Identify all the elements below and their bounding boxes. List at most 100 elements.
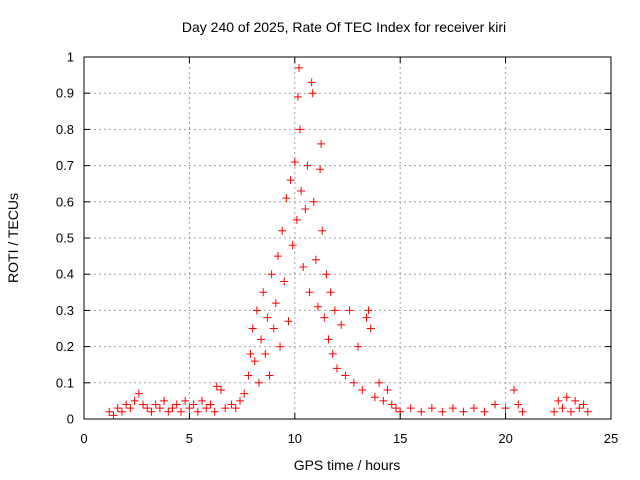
data-point — [290, 157, 299, 166]
data-point — [358, 386, 367, 395]
data-point — [261, 349, 270, 358]
x-axis-label: GPS time / hours — [294, 457, 401, 473]
x-tick-label: 5 — [186, 431, 193, 446]
data-point — [235, 396, 244, 405]
data-point — [221, 404, 230, 413]
data-point — [469, 404, 478, 413]
data-point — [391, 404, 400, 413]
data-point — [246, 349, 255, 358]
y-tick-label: 0.9 — [56, 86, 74, 101]
data-point — [322, 270, 331, 279]
data-point — [579, 400, 588, 409]
data-point — [575, 404, 584, 413]
data-point — [313, 302, 322, 311]
data-point — [265, 371, 274, 380]
data-point — [345, 306, 354, 315]
data-point — [109, 411, 118, 420]
data-point — [259, 288, 268, 297]
data-point — [354, 342, 363, 351]
data-point — [252, 306, 261, 315]
data-point — [139, 400, 148, 409]
data-point — [379, 396, 388, 405]
data-point — [282, 194, 291, 203]
data-point — [273, 252, 282, 261]
data-point — [318, 226, 327, 235]
data-point — [366, 324, 375, 333]
data-point — [134, 389, 143, 398]
data-point — [387, 400, 396, 409]
data-point — [117, 407, 126, 416]
data-point — [362, 313, 371, 322]
y-tick-label: 0.7 — [56, 158, 74, 173]
data-point — [562, 393, 571, 402]
axis-ticks — [83, 56, 612, 420]
data-point — [143, 404, 152, 413]
data-point — [332, 364, 341, 373]
data-point — [550, 407, 559, 416]
data-point — [364, 306, 373, 315]
data-point — [307, 78, 316, 87]
data-point — [406, 404, 415, 413]
data-point — [248, 324, 257, 333]
data-point — [147, 407, 156, 416]
data-point — [295, 63, 304, 72]
data-point — [326, 288, 335, 297]
data-point — [480, 407, 489, 416]
data-point — [320, 313, 329, 322]
data-point — [202, 404, 211, 413]
data-point — [105, 407, 114, 416]
x-tick-label: 25 — [604, 431, 618, 446]
y-axis-label: ROTI / TECUs — [5, 193, 21, 283]
data-point — [299, 262, 308, 271]
data-point — [305, 288, 314, 297]
data-point — [417, 407, 426, 416]
plot-frame — [83, 56, 612, 420]
data-point — [126, 404, 135, 413]
data-point — [164, 407, 173, 416]
data-point — [459, 407, 468, 416]
data-point — [244, 371, 253, 380]
data-point — [383, 386, 392, 395]
data-point — [370, 393, 379, 402]
data-point — [217, 386, 226, 395]
data-point — [571, 396, 580, 405]
data-point — [330, 306, 339, 315]
data-point — [155, 404, 164, 413]
data-point — [303, 161, 312, 170]
data-point — [341, 371, 350, 380]
y-tick-label: 0.5 — [56, 231, 74, 246]
data-point — [427, 404, 436, 413]
data-point — [240, 389, 249, 398]
data-point — [271, 299, 280, 308]
data-point — [292, 215, 301, 224]
data-point — [288, 241, 297, 250]
data-point — [168, 404, 177, 413]
data-point — [558, 404, 567, 413]
data-point — [301, 205, 310, 214]
data-point — [311, 255, 320, 264]
y-tick-label: 0.4 — [56, 267, 74, 282]
data-point — [122, 400, 131, 409]
data-point — [316, 165, 325, 174]
data-point — [231, 404, 240, 413]
data-point — [267, 270, 276, 279]
data-point — [308, 89, 317, 98]
data-point — [212, 382, 221, 391]
data-point — [280, 277, 289, 286]
chart-title: Day 240 of 2025, Rate Of TEC Index for r… — [182, 19, 506, 35]
data-point — [375, 378, 384, 387]
data-point — [176, 407, 185, 416]
data-point — [317, 139, 326, 148]
data-point — [254, 378, 263, 387]
data-point — [554, 396, 563, 405]
data-point — [151, 400, 160, 409]
y-tick-label: 0.3 — [56, 303, 74, 318]
data-point — [278, 226, 287, 235]
x-tick-label: 0 — [80, 431, 87, 446]
x-tick-label: 20 — [498, 431, 512, 446]
x-tick-label: 10 — [288, 431, 302, 446]
y-tick-label: 1 — [67, 50, 74, 65]
data-point — [510, 386, 519, 395]
data-point — [337, 320, 346, 329]
